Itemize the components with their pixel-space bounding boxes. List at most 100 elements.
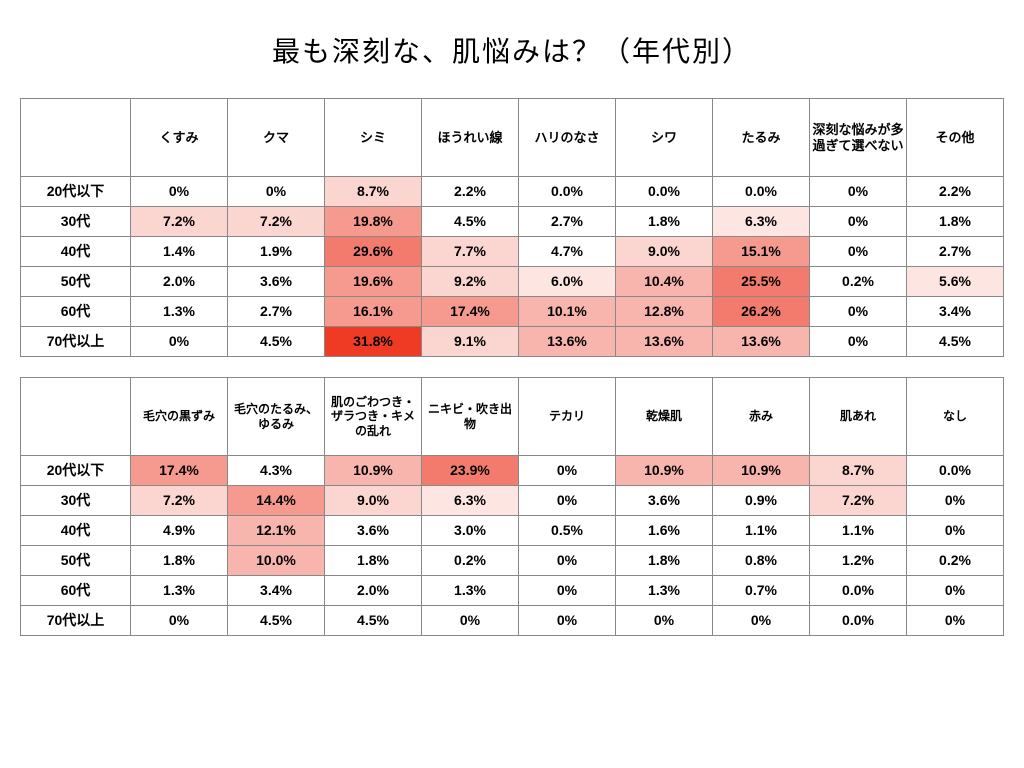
table-1-cell: 13.6% bbox=[713, 327, 810, 357]
table-1: くすみクマシミほうれい線ハリのなさシワたるみ深刻な悩みが多過ぎて選べないその他 … bbox=[20, 98, 1004, 357]
table-2-cell: 0.0% bbox=[810, 576, 907, 606]
table-2-row: 20代以下17.4%4.3%10.9%23.9%0%10.9%10.9%8.7%… bbox=[21, 456, 1004, 486]
table-2-cell: 0.2% bbox=[422, 546, 519, 576]
table-1-colhead-0: くすみ bbox=[131, 99, 228, 177]
table-1-cell: 10.1% bbox=[519, 297, 616, 327]
table-2-cell: 0% bbox=[519, 606, 616, 636]
table-2-cell: 0% bbox=[907, 516, 1004, 546]
table-1-cell: 7.2% bbox=[131, 207, 228, 237]
table-2-cell: 0% bbox=[907, 486, 1004, 516]
table-1-colhead-7: 深刻な悩みが多過ぎて選べない bbox=[810, 99, 907, 177]
table-1-cell: 16.1% bbox=[325, 297, 422, 327]
table-1-cell: 26.2% bbox=[713, 297, 810, 327]
table-2-cell: 6.3% bbox=[422, 486, 519, 516]
table-2-cell: 4.3% bbox=[228, 456, 325, 486]
table-2-cell: 1.8% bbox=[616, 546, 713, 576]
table-2-rowhead-0: 20代以下 bbox=[21, 456, 131, 486]
table-2-colhead-2: 肌のごわつき・ザラつき・キメの乱れ bbox=[325, 378, 422, 456]
table-1-cell: 7.2% bbox=[228, 207, 325, 237]
table-1-colhead-4: ハリのなさ bbox=[519, 99, 616, 177]
table-2-cell: 1.8% bbox=[131, 546, 228, 576]
table-2-cell: 0% bbox=[616, 606, 713, 636]
table-2-row: 50代1.8%10.0%1.8%0.2%0%1.8%0.8%1.2%0.2% bbox=[21, 546, 1004, 576]
table-2-cell: 0% bbox=[907, 576, 1004, 606]
table-1-cell: 1.8% bbox=[616, 207, 713, 237]
table-2-corner bbox=[21, 378, 131, 456]
table-2-row: 30代7.2%14.4%9.0%6.3%0%3.6%0.9%7.2%0% bbox=[21, 486, 1004, 516]
table-2-rowhead-4: 60代 bbox=[21, 576, 131, 606]
table-1-rowhead-1: 30代 bbox=[21, 207, 131, 237]
page-container: 最も深刻な、肌悩みは？（年代別） くすみクマシミほうれい線ハリのなさシワたるみ深… bbox=[0, 0, 1024, 768]
table-2-cell: 0.0% bbox=[810, 606, 907, 636]
table-2-header-row: 毛穴の黒ずみ毛穴のたるみ、ゆるみ肌のごわつき・ザラつき・キメの乱れニキビ・吹き出… bbox=[21, 378, 1004, 456]
table-1-cell: 9.1% bbox=[422, 327, 519, 357]
table-1-cell: 0% bbox=[810, 177, 907, 207]
table-2-colhead-3: ニキビ・吹き出物 bbox=[422, 378, 519, 456]
table-1-cell: 13.6% bbox=[519, 327, 616, 357]
table-1-cell: 1.3% bbox=[131, 297, 228, 327]
table-2-rowhead-5: 70代以上 bbox=[21, 606, 131, 636]
table-1-rowhead-3: 50代 bbox=[21, 267, 131, 297]
table-1-cell: 4.5% bbox=[907, 327, 1004, 357]
table-2-rowhead-1: 30代 bbox=[21, 486, 131, 516]
table-1-cell: 29.6% bbox=[325, 237, 422, 267]
table-2-colhead-4: テカリ bbox=[519, 378, 616, 456]
table-1-cell: 0.0% bbox=[616, 177, 713, 207]
table-1-row: 70代以上0%4.5%31.8%9.1%13.6%13.6%13.6%0%4.5… bbox=[21, 327, 1004, 357]
table-1-rowhead-2: 40代 bbox=[21, 237, 131, 267]
table-2-rowhead-2: 40代 bbox=[21, 516, 131, 546]
table-1-cell: 4.5% bbox=[422, 207, 519, 237]
table-1-rowhead-5: 70代以上 bbox=[21, 327, 131, 357]
table-2-body: 20代以下17.4%4.3%10.9%23.9%0%10.9%10.9%8.7%… bbox=[21, 456, 1004, 636]
table-2-cell: 8.7% bbox=[810, 456, 907, 486]
table-2-cell: 14.4% bbox=[228, 486, 325, 516]
table-1-row: 30代7.2%7.2%19.8%4.5%2.7%1.8%6.3%0%1.8% bbox=[21, 207, 1004, 237]
table-2-cell: 0.8% bbox=[713, 546, 810, 576]
table-1-rowhead-4: 60代 bbox=[21, 297, 131, 327]
table-1-cell: 17.4% bbox=[422, 297, 519, 327]
table-2-cell: 0% bbox=[519, 546, 616, 576]
table-2-cell: 2.0% bbox=[325, 576, 422, 606]
table-2-cell: 0% bbox=[422, 606, 519, 636]
table-1-cell: 0% bbox=[228, 177, 325, 207]
table-1-cell: 19.6% bbox=[325, 267, 422, 297]
table-2-cell: 23.9% bbox=[422, 456, 519, 486]
table-1-cell: 9.2% bbox=[422, 267, 519, 297]
table-1-colhead-3: ほうれい線 bbox=[422, 99, 519, 177]
table-1-cell: 0.0% bbox=[713, 177, 810, 207]
table-1-colhead-6: たるみ bbox=[713, 99, 810, 177]
table-2-cell: 1.6% bbox=[616, 516, 713, 546]
table-1-body: 20代以下0%0%8.7%2.2%0.0%0.0%0.0%0%2.2%30代7.… bbox=[21, 177, 1004, 357]
table-2-cell: 10.9% bbox=[713, 456, 810, 486]
table-1-cell: 4.7% bbox=[519, 237, 616, 267]
table-2-cell: 1.2% bbox=[810, 546, 907, 576]
table-2-cell: 4.9% bbox=[131, 516, 228, 546]
table-2-row: 70代以上0%4.5%4.5%0%0%0%0%0.0%0% bbox=[21, 606, 1004, 636]
table-2-colhead-8: なし bbox=[907, 378, 1004, 456]
table-1-cell: 4.5% bbox=[228, 327, 325, 357]
table-1-cell: 2.7% bbox=[519, 207, 616, 237]
table-1-rowhead-0: 20代以下 bbox=[21, 177, 131, 207]
table-1-cell: 19.8% bbox=[325, 207, 422, 237]
table-1-colhead-8: その他 bbox=[907, 99, 1004, 177]
table-2-cell: 0.7% bbox=[713, 576, 810, 606]
table-2-cell: 0.0% bbox=[907, 456, 1004, 486]
table-1-cell: 2.2% bbox=[907, 177, 1004, 207]
table-2-cell: 10.0% bbox=[228, 546, 325, 576]
table-1-cell: 2.7% bbox=[228, 297, 325, 327]
table-2-row: 60代1.3%3.4%2.0%1.3%0%1.3%0.7%0.0%0% bbox=[21, 576, 1004, 606]
table-2-cell: 0% bbox=[519, 456, 616, 486]
table-2-cell: 7.2% bbox=[131, 486, 228, 516]
table-2-cell: 7.2% bbox=[810, 486, 907, 516]
table-2-cell: 0% bbox=[519, 576, 616, 606]
table-1-row: 20代以下0%0%8.7%2.2%0.0%0.0%0.0%0%2.2% bbox=[21, 177, 1004, 207]
page-title: 最も深刻な、肌悩みは？（年代別） bbox=[20, 30, 1004, 70]
table-2-cell: 12.1% bbox=[228, 516, 325, 546]
table-1-header-row: くすみクマシミほうれい線ハリのなさシワたるみ深刻な悩みが多過ぎて選べないその他 bbox=[21, 99, 1004, 177]
table-1-cell: 7.7% bbox=[422, 237, 519, 267]
table-2-cell: 3.4% bbox=[228, 576, 325, 606]
table-1-cell: 1.4% bbox=[131, 237, 228, 267]
table-2-cell: 10.9% bbox=[616, 456, 713, 486]
table-2-cell: 1.1% bbox=[713, 516, 810, 546]
table-2-cell: 0.9% bbox=[713, 486, 810, 516]
